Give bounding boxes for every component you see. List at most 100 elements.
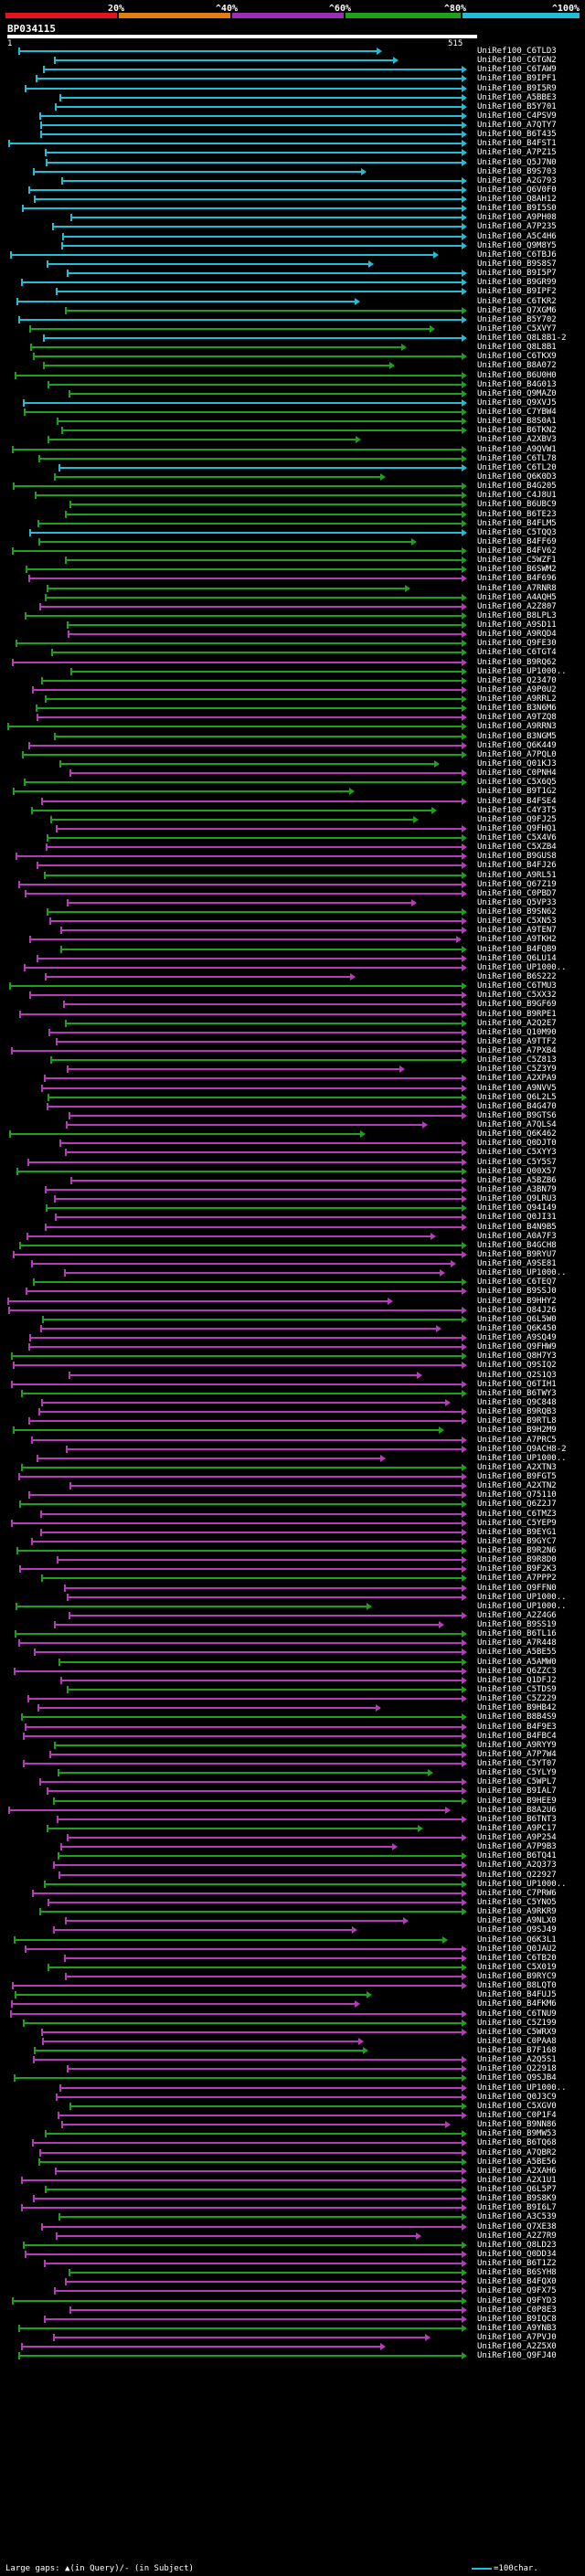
hit-alignment-bar[interactable] xyxy=(39,1911,462,1913)
hit-row[interactable]: UniRef100_B6UBC9 xyxy=(0,500,585,509)
hit-alignment-bar[interactable] xyxy=(36,78,462,80)
hit-row[interactable]: UniRef100_C6TKX9 xyxy=(0,352,585,361)
hit-row[interactable]: UniRef100_Q67Z19 xyxy=(0,880,585,889)
hit-label[interactable]: UniRef100_A5BE55 xyxy=(477,1648,557,1658)
hit-label[interactable]: UniRef100_B9S703 xyxy=(477,166,557,176)
hit-alignment-bar[interactable] xyxy=(37,1457,380,1459)
hit-alignment-bar[interactable] xyxy=(11,1355,462,1358)
hit-row[interactable]: UniRef100_Q9FX75 xyxy=(0,2286,585,2295)
hit-label[interactable]: UniRef100_B4FBC4 xyxy=(477,1731,557,1741)
hit-alignment-bar[interactable] xyxy=(67,2068,462,2071)
hit-alignment-bar[interactable] xyxy=(40,133,462,136)
hit-label[interactable]: UniRef100_UP1000.. xyxy=(477,1453,567,1463)
hit-label[interactable]: UniRef100_UP1000.. xyxy=(477,962,567,972)
hit-label[interactable]: UniRef100_B6TWY3 xyxy=(477,1388,557,1398)
hit-label[interactable]: UniRef100_B9H2M9 xyxy=(477,1426,557,1436)
hit-alignment-bar[interactable] xyxy=(65,513,462,515)
hit-alignment-bar[interactable] xyxy=(27,1161,462,1163)
hit-label[interactable]: UniRef100_B4FJ26 xyxy=(477,861,557,871)
hit-label[interactable]: UniRef100_B6TL16 xyxy=(477,1629,557,1639)
hit-alignment-bar[interactable] xyxy=(67,1837,462,1839)
hit-row[interactable]: UniRef100_C6TB20 xyxy=(0,1954,585,1963)
hit-alignment-bar[interactable] xyxy=(12,661,462,663)
hit-alignment-bar[interactable] xyxy=(47,1105,462,1108)
hit-row[interactable]: UniRef100_C5XZB4 xyxy=(0,843,585,852)
hit-row[interactable]: UniRef100_B3NGM5 xyxy=(0,732,585,741)
hit-label[interactable]: UniRef100_B9RPE1 xyxy=(477,1009,557,1019)
hit-label[interactable]: UniRef100_B8A2U6 xyxy=(477,1805,557,1815)
hit-alignment-bar[interactable] xyxy=(21,1466,462,1468)
hit-row[interactable]: UniRef100_B9IPF1 xyxy=(0,74,585,83)
hit-label[interactable]: UniRef100_A7PPP2 xyxy=(477,1574,557,1584)
hit-alignment-bar[interactable] xyxy=(37,716,462,719)
hit-row[interactable]: UniRef100_C6TL20 xyxy=(0,463,585,472)
hit-row[interactable]: UniRef100_Q6ZZC3 xyxy=(0,1667,585,1676)
hit-row[interactable]: UniRef100_B6TNT3 xyxy=(0,1815,585,1824)
hit-alignment-bar[interactable] xyxy=(65,1022,462,1024)
hit-label[interactable]: UniRef100_C6TAW9 xyxy=(477,65,557,75)
hit-label[interactable]: UniRef100_B8S0A1 xyxy=(477,417,557,427)
hit-row[interactable]: UniRef100_A7P7W4 xyxy=(0,1750,585,1759)
hit-row[interactable]: UniRef100_C0PNH4 xyxy=(0,769,585,778)
hit-row[interactable]: UniRef100_C5X6Q5 xyxy=(0,778,585,787)
hit-label[interactable]: UniRef100_Q8AH12 xyxy=(477,195,557,205)
hit-row[interactable]: UniRef100_Q9MAZ0 xyxy=(0,389,585,398)
hit-row[interactable]: UniRef100_Q8LD23 xyxy=(0,2241,585,2250)
hit-row[interactable]: UniRef100_B6U0H0 xyxy=(0,371,585,380)
hit-row[interactable]: UniRef100_B4FJ26 xyxy=(0,861,585,870)
hit-alignment-bar[interactable] xyxy=(14,1938,442,1941)
hit-label[interactable]: UniRef100_Q9FX75 xyxy=(477,2286,557,2296)
hit-label[interactable]: UniRef100_Q9SIQ2 xyxy=(477,1361,557,1371)
hit-alignment-bar[interactable] xyxy=(32,1892,462,1894)
hit-row[interactable]: UniRef100_A2X1U1 xyxy=(0,2176,585,2185)
hit-row[interactable]: UniRef100_Q9FJ25 xyxy=(0,815,585,824)
hit-label[interactable]: UniRef100_B4FLM5 xyxy=(477,518,557,528)
hit-alignment-bar[interactable] xyxy=(44,2263,462,2265)
hit-row[interactable]: UniRef100_A9PC17 xyxy=(0,1824,585,1833)
hit-label[interactable]: UniRef100_B7F168 xyxy=(477,2046,557,2056)
hit-label[interactable]: UniRef100_B8A072 xyxy=(477,361,557,371)
hit-row[interactable]: UniRef100_A7RNR8 xyxy=(0,584,585,593)
hit-label[interactable]: UniRef100_Q6Z2J7 xyxy=(477,1500,557,1510)
hit-row[interactable]: UniRef100_Q6K3L1 xyxy=(0,1935,585,1945)
hit-label[interactable]: UniRef100_Q22927 xyxy=(477,1870,557,1880)
hit-alignment-bar[interactable] xyxy=(64,1956,462,1959)
hit-label[interactable]: UniRef100_Q9LRU3 xyxy=(477,1194,557,1204)
hit-label[interactable]: UniRef100_Q9FHQ1 xyxy=(477,823,557,833)
hit-alignment-bar[interactable] xyxy=(11,2003,355,2006)
hit-row[interactable]: UniRef100_Q7XGM6 xyxy=(0,306,585,315)
hit-label[interactable]: UniRef100_B6SWM2 xyxy=(477,565,557,575)
hit-alignment-bar[interactable] xyxy=(10,2012,462,2015)
hit-row[interactable]: UniRef100_C5TDS9 xyxy=(0,1685,585,1694)
hit-row[interactable]: UniRef100_C7PRW6 xyxy=(0,1889,585,1898)
hit-alignment-bar[interactable] xyxy=(38,2160,462,2163)
hit-label[interactable]: UniRef100_B9I6L7 xyxy=(477,2203,557,2213)
hit-alignment-bar[interactable] xyxy=(45,1188,462,1191)
hit-row[interactable]: UniRef100_B4G013 xyxy=(0,380,585,389)
hit-row[interactable]: UniRef100_B4G470 xyxy=(0,1102,585,1111)
hit-row[interactable]: UniRef100_A7PRC5 xyxy=(0,1436,585,1445)
hit-alignment-bar[interactable] xyxy=(23,401,462,404)
hit-label[interactable]: UniRef100_B6TNT3 xyxy=(477,1814,557,1824)
hit-label[interactable]: UniRef100_A7P235 xyxy=(477,222,557,232)
hit-label[interactable]: UniRef100_C5WZF1 xyxy=(477,556,557,566)
hit-label[interactable]: UniRef100_B4GCH8 xyxy=(477,1240,557,1250)
hit-alignment-bar[interactable] xyxy=(44,1077,462,1080)
hit-label[interactable]: UniRef100_Q00X57 xyxy=(477,1166,557,1176)
hit-alignment-bar[interactable] xyxy=(16,300,355,302)
hit-row[interactable]: UniRef100_Q7XE38 xyxy=(0,2222,585,2231)
hit-row[interactable]: UniRef100_C5WPL7 xyxy=(0,1777,585,1786)
hit-label[interactable]: UniRef100_Q0J3C9 xyxy=(477,2092,557,2102)
hit-alignment-bar[interactable] xyxy=(37,1707,376,1710)
hit-label[interactable]: UniRef100_Q6K3L1 xyxy=(477,1935,557,1945)
hit-label[interactable]: UniRef100_B4G205 xyxy=(477,482,557,492)
hit-alignment-bar[interactable] xyxy=(47,1827,418,1829)
hit-alignment-bar[interactable] xyxy=(61,179,462,182)
hit-row[interactable]: UniRef100_C5WZF1 xyxy=(0,556,585,565)
hit-alignment-bar[interactable] xyxy=(48,1902,462,1903)
hit-label[interactable]: UniRef100_A2Q2E7 xyxy=(477,1018,557,1028)
hit-alignment-bar[interactable] xyxy=(45,2133,462,2136)
hit-row[interactable]: UniRef100_A2Z4G6 xyxy=(0,1611,585,1620)
hit-label[interactable]: UniRef100_B6U0H0 xyxy=(477,370,557,380)
hit-alignment-bar[interactable] xyxy=(65,1976,462,1978)
